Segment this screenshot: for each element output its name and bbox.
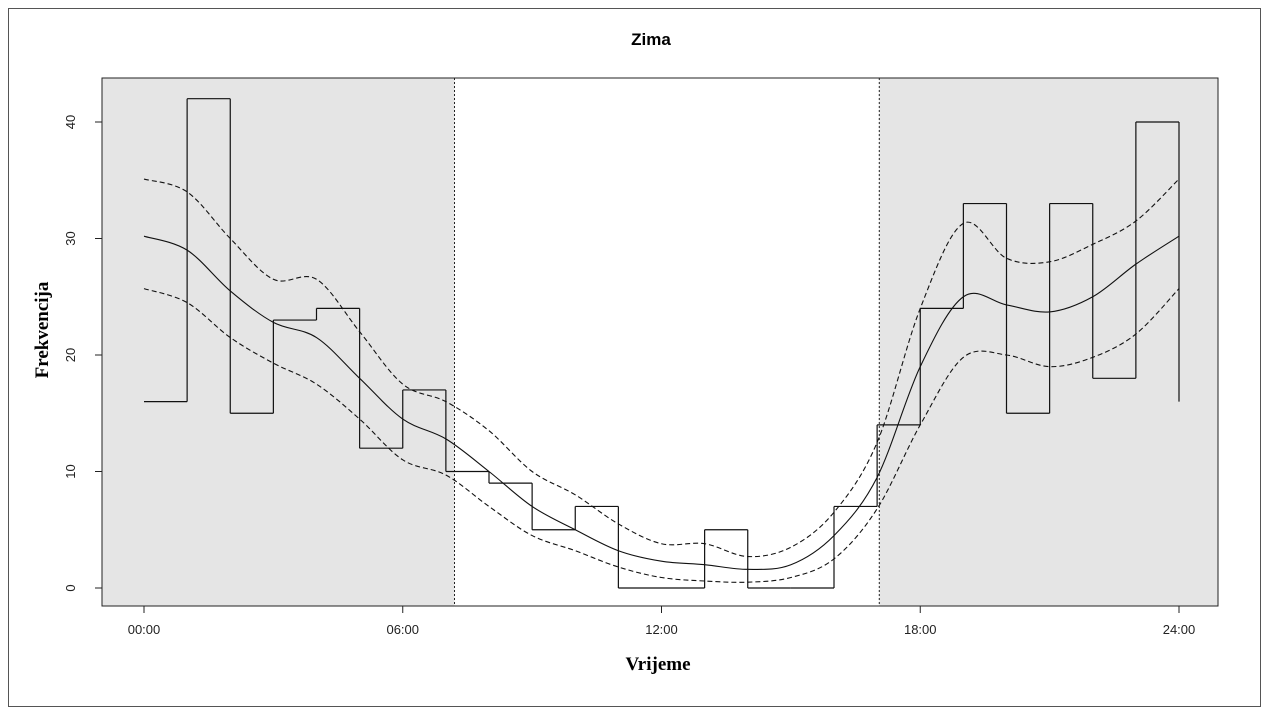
x-tick-label: 12:00 xyxy=(645,622,678,637)
x-tick-label: 24:00 xyxy=(1163,622,1196,637)
y-tick-label: 40 xyxy=(63,115,78,129)
night-shade-1 xyxy=(879,78,1218,606)
histogram-bin xyxy=(876,424,921,507)
axes-layer: 00:00 06:00 12:00 18:00 24:00 0 10 20 30 40 xyxy=(63,77,1219,637)
histogram-bin xyxy=(1049,202,1093,414)
histogram-bin xyxy=(617,506,662,589)
histogram-bin xyxy=(272,319,317,414)
histogram-bin xyxy=(574,505,619,530)
histogram-bin xyxy=(445,389,489,473)
night-shade-0 xyxy=(102,78,455,606)
y-tick-label: 0 xyxy=(63,584,78,591)
histogram-bin xyxy=(488,471,533,484)
series-0-solid-line xyxy=(143,235,1180,570)
histogram-bin xyxy=(1005,203,1050,414)
histogram-bin xyxy=(1135,121,1179,379)
curves-layer xyxy=(143,178,1180,583)
histogram-layer xyxy=(144,98,1180,589)
series-2-dashed-line xyxy=(143,288,1180,583)
x-tick-label: 18:00 xyxy=(904,622,937,637)
histogram-bin xyxy=(315,307,360,321)
histogram-bin xyxy=(833,505,878,588)
y-tick-label: 30 xyxy=(63,231,78,245)
chart-title: Zima xyxy=(631,30,671,49)
y-axis-title: Frekvencija xyxy=(32,281,53,378)
background-layer xyxy=(102,78,1218,606)
histogram-bin xyxy=(1092,203,1136,379)
histogram-bin xyxy=(962,202,1007,309)
histogram-bin xyxy=(704,529,748,588)
series-1-dashed-line xyxy=(143,178,1180,558)
x-axis-title: Vrijeme xyxy=(625,654,690,675)
histogram-bin xyxy=(229,98,274,414)
y-tick-label: 10 xyxy=(63,464,78,478)
histogram-bin xyxy=(747,529,791,589)
x-tick-label: 00:00 xyxy=(128,622,161,637)
y-tick-label: 20 xyxy=(63,348,78,362)
x-tick-label: 06:00 xyxy=(386,622,419,637)
